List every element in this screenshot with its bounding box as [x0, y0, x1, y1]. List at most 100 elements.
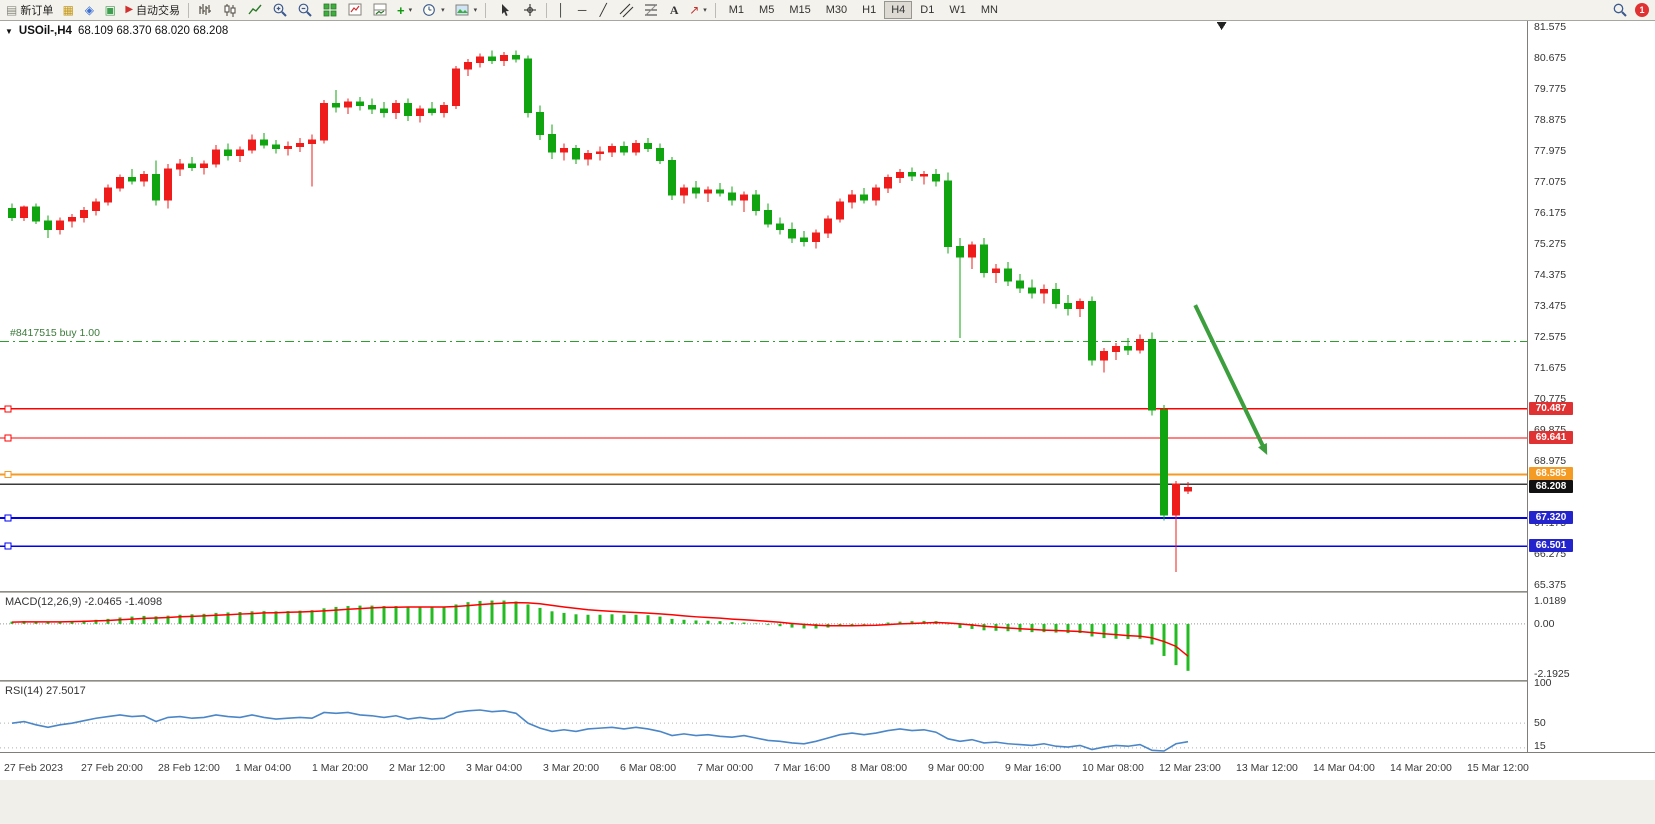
period-clock-button[interactable]: ▾	[417, 1, 449, 20]
price-tick-label: 71.675	[1534, 361, 1567, 374]
navigator-button[interactable]: ◈	[79, 1, 99, 20]
crosshair-icon	[524, 4, 537, 16]
macd-tick-label: 0.00	[1534, 617, 1555, 630]
time-axis-label: 3 Mar 20:00	[543, 762, 600, 774]
time-axis-label: 1 Mar 04:00	[235, 762, 292, 774]
timeframe-button-MN[interactable]: MN	[980, 4, 998, 16]
time-axis-label: 1 Mar 20:00	[312, 762, 369, 774]
price-tick-label: 77.975	[1534, 145, 1567, 157]
window-bottom-strip	[0, 780, 1655, 824]
text-tool-button[interactable]: A	[664, 1, 684, 20]
new-order-button[interactable]: ▤ 新订单	[2, 1, 57, 20]
zoom-out-icon	[298, 3, 312, 17]
chart-workspace: ▼ USOil-,H4 68.109 68.370 68.020 68.208 …	[0, 21, 1655, 824]
time-axis-label: 6 Mar 08:00	[620, 762, 677, 774]
cursor-icon	[502, 4, 510, 16]
channel-icon	[619, 3, 634, 18]
vertical-line-button[interactable]: │	[551, 1, 571, 20]
time-axis-label: 8 Mar 08:00	[851, 762, 908, 774]
new-order-label: 新订单	[20, 5, 54, 17]
time-axis-label: 15 Mar 12:00	[1467, 762, 1529, 774]
zoom-in-button[interactable]	[268, 1, 292, 20]
panel-splitter[interactable]	[0, 680, 1655, 682]
crosshair-button[interactable]	[518, 1, 542, 20]
timeframe-button-H1[interactable]: H1	[862, 4, 877, 16]
time-axis-label: 7 Mar 00:00	[697, 762, 754, 774]
rsi-panel[interactable]: RSI(14) 27.5017	[0, 682, 1527, 752]
time-axis-label: 3 Mar 04:00	[466, 762, 523, 774]
price-tick-label: 73.475	[1534, 300, 1567, 312]
timeframe-button-D1[interactable]: D1	[920, 4, 935, 16]
terminal-button[interactable]: ▣	[100, 1, 120, 20]
price-panel[interactable]: ▼ USOil-,H4 68.109 68.370 68.020 68.208 …	[0, 21, 1527, 591]
market-watch-icon: ▦	[62, 3, 75, 17]
macd-label: MACD(12,26,9) -2.0465 -1.4098	[5, 596, 163, 608]
channel-button[interactable]	[614, 1, 638, 20]
rsi-canvas[interactable]	[0, 682, 1527, 752]
horizontal-line-button[interactable]: ─	[572, 1, 592, 20]
time-axis-label: 14 Mar 20:00	[1390, 762, 1452, 774]
one-click-trading-toggle[interactable]: ▼	[5, 27, 13, 36]
trendline-button[interactable]: ╱	[593, 1, 613, 20]
price-tick-label: 76.175	[1534, 207, 1567, 219]
price-axis[interactable]: 81.575 80.675 79.775 78.875 77.975 77.075 76.1…	[1527, 21, 1655, 752]
panel-splitter[interactable]	[0, 591, 1655, 593]
template-button[interactable]: ▾	[450, 1, 482, 20]
fibonacci-button[interactable]	[639, 1, 663, 20]
open-position-label[interactable]: #8417515 buy 1.00	[10, 327, 100, 340]
price-tag: 67.320	[1529, 510, 1573, 524]
price-tick-label: 81.575	[1534, 21, 1567, 34]
timeframe-button-M5[interactable]: M5	[759, 4, 775, 16]
new-order-icon: ▤	[6, 3, 18, 17]
period-clock-icon	[423, 4, 436, 16]
timeframe-button-M30[interactable]: M30	[825, 4, 848, 16]
candlestick-chart-button[interactable]	[218, 1, 242, 20]
autotrading-button[interactable]: ▶ 自动交易	[121, 1, 184, 20]
time-axis-label: 28 Feb 12:00	[158, 762, 220, 774]
search-icon[interactable]	[1612, 2, 1628, 18]
timeframe-button-H4[interactable]: H4	[884, 1, 913, 19]
cursor-button[interactable]	[490, 1, 517, 20]
price-tag: 68.585	[1529, 467, 1573, 481]
candlestick-chart-icon	[224, 4, 236, 17]
timeframe-button-M15[interactable]: M15	[789, 4, 811, 16]
price-tag: 68.208	[1529, 480, 1573, 494]
price-tag: 69.641	[1529, 431, 1573, 445]
toolbar: ▤ 新订单 ▦ ◈ ▣ ▶ 自动交易	[0, 0, 1655, 21]
timeframe-button-W1[interactable]: W1	[949, 4, 966, 16]
symbol-label: USOil-,H4	[18, 25, 72, 37]
indicator-window-button[interactable]	[368, 1, 392, 20]
tile-windows-button[interactable]	[318, 1, 342, 20]
chevron-down-icon: ▾	[408, 7, 413, 14]
line-chart-icon	[248, 4, 262, 15]
line-chart-button[interactable]	[243, 1, 267, 20]
timeframe-group: M1 M5 M15 M30 H1 H4 D1 W1 MN	[722, 1, 1005, 19]
price-tick-label: 74.375	[1534, 269, 1567, 281]
price-tick-label: 68.975	[1534, 454, 1567, 467]
price-tick-label: 78.875	[1534, 114, 1567, 127]
toolbar-separator	[188, 2, 190, 18]
timeframe-button-M1[interactable]: M1	[728, 4, 745, 16]
time-axis[interactable]: 27 Feb 2023 27 Feb 20:00 28 Feb 12:00 1 Mar…	[0, 752, 1655, 780]
notification-badge[interactable]: 1	[1635, 3, 1649, 17]
price-tick-label: 65.375	[1534, 578, 1567, 591]
arrows-tool-button[interactable]: ↗ ▾	[685, 1, 711, 20]
market-watch-button[interactable]: ▦	[58, 1, 78, 20]
indicators-button[interactable]	[343, 1, 367, 20]
time-axis-label: 9 Mar 00:00	[928, 762, 985, 774]
bar-chart-icon	[199, 4, 212, 15]
toolbar-separator	[714, 2, 716, 18]
zoom-out-button[interactable]	[293, 1, 317, 20]
macd-canvas[interactable]	[0, 593, 1527, 680]
price-tick-label: 77.075	[1534, 176, 1567, 188]
autotrading-label: 自动交易	[136, 5, 181, 17]
add-indicator-button[interactable]: + ▾	[393, 1, 416, 20]
price-tag: 70.487	[1529, 401, 1573, 415]
price-chart-canvas[interactable]	[0, 21, 1527, 591]
vertical-line-icon: │	[557, 3, 565, 17]
price-tick-label: 75.275	[1534, 238, 1567, 250]
bar-chart-button[interactable]	[193, 1, 217, 20]
time-axis-label: 14 Mar 04:00	[1313, 762, 1375, 774]
macd-panel[interactable]: MACD(12,26,9) -2.0465 -1.4098	[0, 593, 1527, 680]
